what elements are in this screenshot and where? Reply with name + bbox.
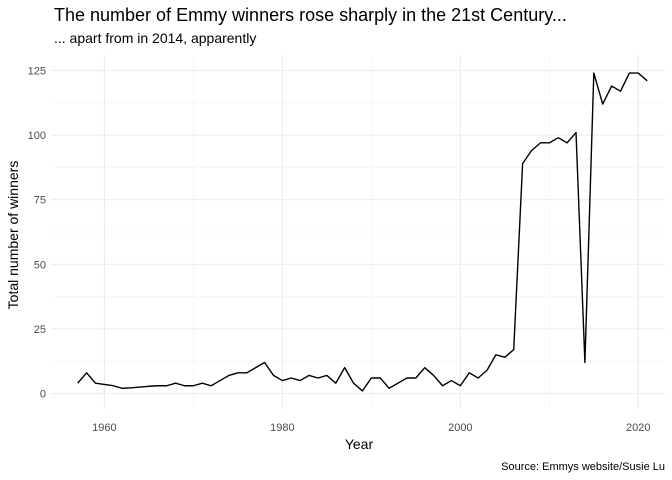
x-axis-title: Year <box>345 436 374 452</box>
y-axis-tick-labels: 0 25 50 75 100 125 <box>28 66 46 401</box>
y-tick-label: 100 <box>28 130 46 142</box>
y-axis-title: Total number of winners <box>5 161 21 310</box>
chart-title: The number of Emmy winners rose sharply … <box>54 5 567 25</box>
y-tick-label: 75 <box>34 195 46 207</box>
winners-series-line <box>77 72 648 392</box>
x-tick-label: 2020 <box>626 422 650 434</box>
x-tick-label: 2000 <box>448 422 472 434</box>
plot-grid <box>51 55 665 409</box>
chart-subtitle: ... apart from in 2014, apparently <box>54 30 256 46</box>
chart-caption: Source: Emmys website/Susie Lu <box>501 461 665 473</box>
y-tick-label: 0 <box>40 388 46 400</box>
x-axis-tick-labels: 1960 1980 2000 2020 <box>92 422 650 434</box>
x-tick-label: 1980 <box>270 422 294 434</box>
y-tick-label: 50 <box>34 259 46 271</box>
y-tick-label: 125 <box>28 66 46 78</box>
plot-series <box>77 72 648 392</box>
x-tick-label: 1960 <box>92 422 116 434</box>
y-tick-label: 25 <box>34 324 46 336</box>
